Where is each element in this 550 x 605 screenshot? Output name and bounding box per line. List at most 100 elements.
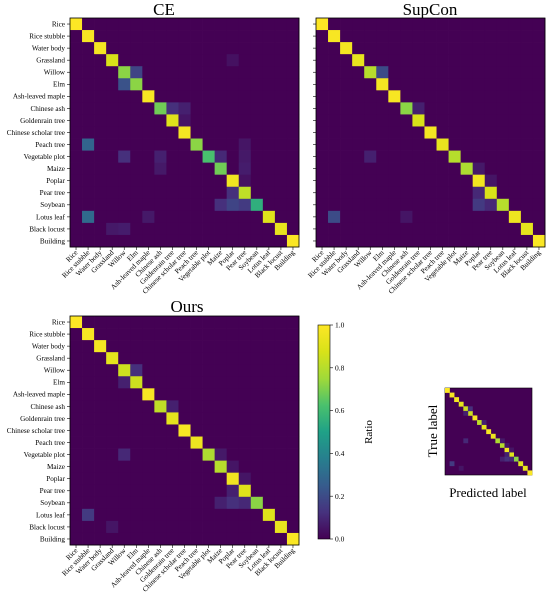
heatmap-cell <box>352 90 365 103</box>
heatmap-cell <box>142 138 155 151</box>
heatmap-cell <box>286 328 300 341</box>
heatmap-cell <box>352 126 365 139</box>
heatmap-cell <box>388 150 401 163</box>
heatmap-cell <box>142 78 155 91</box>
y-tick-label: Willow <box>44 367 66 375</box>
heatmap-cell <box>484 126 498 139</box>
heatmap-cell <box>166 54 179 67</box>
heatmap-cell <box>376 126 389 139</box>
heatmap-cell <box>412 150 425 163</box>
heatmap-cell <box>274 448 288 461</box>
heatmap-cell <box>424 162 437 176</box>
heatmap-cell <box>472 138 486 151</box>
heatmap-cell <box>484 18 498 31</box>
heatmap-cell <box>250 316 264 329</box>
heatmap-cell <box>142 412 155 425</box>
heatmap-cell <box>118 162 131 176</box>
heatmap-cell <box>70 340 83 353</box>
heatmap-cell <box>178 222 191 236</box>
heatmap-cell <box>400 222 413 236</box>
heatmap-cell <box>250 352 264 365</box>
heatmap-cell <box>376 210 389 224</box>
heatmap-cell <box>400 66 413 79</box>
heatmap-cell <box>274 78 288 91</box>
heatmap-cell <box>118 520 131 534</box>
heatmap-cell <box>376 150 389 163</box>
heatmap-cell <box>460 102 474 115</box>
heatmap-cell <box>340 150 353 163</box>
heatmap-cell <box>250 532 264 546</box>
heatmap-cell <box>508 138 522 151</box>
heatmap-cell <box>130 412 143 425</box>
y-tick-label: Water body <box>32 45 66 53</box>
heatmap-cell <box>82 54 95 67</box>
heatmap-cell <box>142 162 155 176</box>
heatmap-cell <box>154 436 167 449</box>
heatmap-cell <box>166 472 179 486</box>
heatmap-cell <box>412 234 425 248</box>
heatmap-cell <box>178 412 191 425</box>
heatmap-cell <box>190 340 203 353</box>
heatmap-cell <box>520 18 534 31</box>
heatmap-cell <box>118 532 131 546</box>
heatmap-cell <box>130 472 143 486</box>
heatmap-cell <box>274 198 288 212</box>
heatmap-cell <box>340 198 353 212</box>
heatmap-cell <box>82 424 95 437</box>
heatmap-cell <box>70 364 83 377</box>
heatmap-cell <box>130 42 143 55</box>
heatmap-cell <box>316 186 329 200</box>
heatmap-cell <box>250 138 264 151</box>
heatmap-cell <box>154 520 167 534</box>
heatmap-cell <box>94 90 107 103</box>
heatmap-cell <box>106 340 119 353</box>
heatmap-cell <box>94 66 107 79</box>
heatmap-cell <box>250 340 264 353</box>
heatmap-cell <box>142 376 155 389</box>
y-tick-label: Soybean <box>40 499 65 507</box>
heatmap-cell <box>130 436 143 449</box>
heatmap-cell <box>118 400 131 413</box>
y-tick-label: Poplar <box>46 475 65 483</box>
heatmap-cell <box>190 222 203 236</box>
heatmap-cell <box>142 508 155 522</box>
heatmap-cell <box>178 496 191 510</box>
heatmap-cell <box>190 66 203 79</box>
heatmap-cell <box>106 328 119 341</box>
heatmap-cell <box>154 328 167 341</box>
legend-matrix-cell <box>463 438 469 444</box>
heatmap-cell <box>316 198 329 212</box>
heatmap-cell <box>154 460 167 474</box>
heatmap-cell <box>190 436 203 449</box>
heatmap-cell <box>154 150 167 163</box>
heatmap-cell <box>262 484 276 498</box>
heatmap-cell <box>484 102 498 115</box>
heatmap-cell <box>202 508 215 522</box>
heatmap-cell <box>178 388 191 401</box>
heatmap-cell <box>376 54 389 67</box>
heatmap-cell <box>262 222 276 236</box>
heatmap-cell <box>142 520 155 534</box>
heatmap-cell <box>262 496 276 510</box>
heatmap-cell <box>130 54 143 67</box>
heatmap-cell <box>508 114 522 127</box>
heatmap-cell <box>496 18 510 31</box>
heatmap-cell <box>400 186 413 200</box>
heatmap-cell <box>166 126 179 139</box>
heatmap-cell <box>472 54 486 67</box>
heatmap-cell <box>286 138 300 151</box>
heatmap-cell <box>82 114 95 127</box>
heatmap-cell <box>190 484 203 498</box>
heatmap-cell <box>70 496 83 510</box>
heatmap-cell <box>250 412 264 425</box>
heatmap-cell <box>142 222 155 236</box>
heatmap-cell <box>328 174 341 188</box>
heatmap-cell <box>262 328 276 341</box>
heatmap-cell <box>166 436 179 449</box>
heatmap-cell <box>250 328 264 341</box>
heatmap-cell <box>154 496 167 510</box>
heatmap-cell <box>286 388 300 401</box>
heatmap-cell <box>364 138 377 151</box>
heatmap-cell <box>70 352 83 365</box>
heatmap-cell <box>532 234 546 248</box>
